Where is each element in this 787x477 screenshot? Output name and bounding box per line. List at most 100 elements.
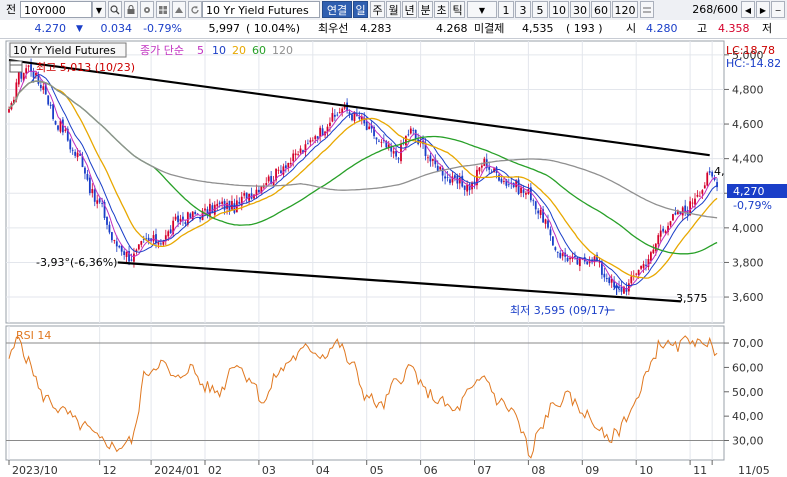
open-interest-change: ( 193 ) [566,22,603,35]
candle-body [123,251,126,255]
candle-body [676,210,679,215]
candle-body [713,177,716,180]
scroll-left-button[interactable]: ◀ [741,1,755,18]
candle-body [186,212,189,225]
candle-body [466,184,469,192]
search-icon[interactable] [108,1,122,18]
candle-body [76,152,79,158]
candle-body [561,253,564,257]
legend-instrument-box[interactable] [9,42,127,58]
low-label: 저 [762,22,773,35]
instrument-name-field[interactable]: 10 Yr Yield Futures [202,1,320,18]
candle-body [182,216,184,221]
candle-body [529,187,532,201]
candle-body [167,231,170,237]
upper-trend-end-label: 4, [714,165,725,178]
candle-body [280,170,282,174]
candle-body [128,251,130,262]
candle-body [297,154,299,156]
period-day-button[interactable]: 일 [353,1,368,18]
period-tick-button[interactable]: 틱 [450,1,465,18]
candle-body [245,192,248,200]
period-minute-button[interactable]: 분 [418,1,433,18]
x-tick-label: 2024/01 [154,464,200,477]
candle-body [27,65,30,67]
best-ask: 4.283 [360,22,392,35]
candle-body [213,204,216,215]
candle-body [434,158,437,165]
candle-body [623,286,625,294]
candle-body [39,84,42,89]
calendar-icon[interactable] [9,60,23,73]
zoom-out-button[interactable]: − [771,1,785,18]
candle-body [289,162,292,165]
hc-label: HC:-14.82 [726,57,781,70]
period-settings-icon[interactable] [640,1,654,18]
open-interest: 4,535 [522,22,554,35]
high-label: 고 [697,22,708,35]
candle-body [240,196,243,206]
candle-body [294,153,297,156]
candle-body [302,150,304,153]
low-marker-arrow [613,283,621,295]
candle-body [59,120,62,132]
refresh-icon[interactable] [188,1,202,18]
candle-body [331,113,334,122]
candle-body [111,232,113,241]
candle-body [657,235,660,245]
period-30-button[interactable]: 30 [570,1,590,18]
candle-body [20,71,23,79]
candle-body [596,254,598,262]
chevron-down-icon[interactable]: ▼ [92,1,106,18]
candle-body [405,135,407,146]
candle-body [326,126,329,133]
period-month-button[interactable]: 월 [386,1,401,18]
volume-pct: ( 10.04%) [246,22,301,35]
candle-body [439,166,442,170]
candle-body [275,168,277,181]
candle-body [390,146,393,152]
grid-icon[interactable] [156,1,170,18]
period-10-button[interactable]: 10 [549,1,569,18]
candle-body [221,201,224,204]
candle-body [169,229,172,234]
period-second-button[interactable]: 초 [434,1,449,18]
candle-body [42,86,45,90]
candle-body [412,129,415,131]
candle-body [184,222,187,225]
period-120-button[interactable]: 120 [612,1,638,18]
legend-instrument: 10 Yr Yield Futures [13,44,116,57]
period-week-button[interactable]: 주 [370,1,385,18]
candle-body [174,216,177,220]
connected-chart-button[interactable]: 연결 [322,1,352,18]
period-5-button[interactable]: 5 [532,1,548,18]
channel-end-label: 3,575 [676,292,708,305]
candle-body [86,173,89,180]
candle-body [380,141,383,143]
period-3-button[interactable]: 3 [515,1,531,18]
price-chart[interactable]: 5,0004,8004,6004,4004,2004,0003,8003,600… [0,38,787,477]
candle-body [287,162,290,168]
period-year-button[interactable]: 년 [402,1,417,18]
candle-body [258,189,260,193]
scroll-right-button[interactable]: ▶ [756,1,770,18]
candle-body [525,192,527,195]
candle-body [145,238,148,240]
period-1-button[interactable]: 1 [498,1,514,18]
candle-body [645,264,647,266]
x-tick-label: 07 [478,464,492,477]
candle-body [47,95,50,105]
rsi-y-tick-label: 50,00 [732,386,764,399]
candle-body [235,200,238,213]
legend-ma-5: 5 [197,44,204,57]
symbol-code-input[interactable]: 10Y000 [20,1,92,18]
candle-body [485,159,488,169]
lock-icon[interactable] [124,1,138,18]
candle-body [177,215,179,223]
candle-body [576,257,579,265]
interval-dropdown[interactable]: ▼ [467,1,497,18]
settings-icon[interactable] [140,1,154,18]
candle-body [164,235,167,240]
period-60-button[interactable]: 60 [591,1,611,18]
arrow-icon[interactable] [172,1,186,18]
